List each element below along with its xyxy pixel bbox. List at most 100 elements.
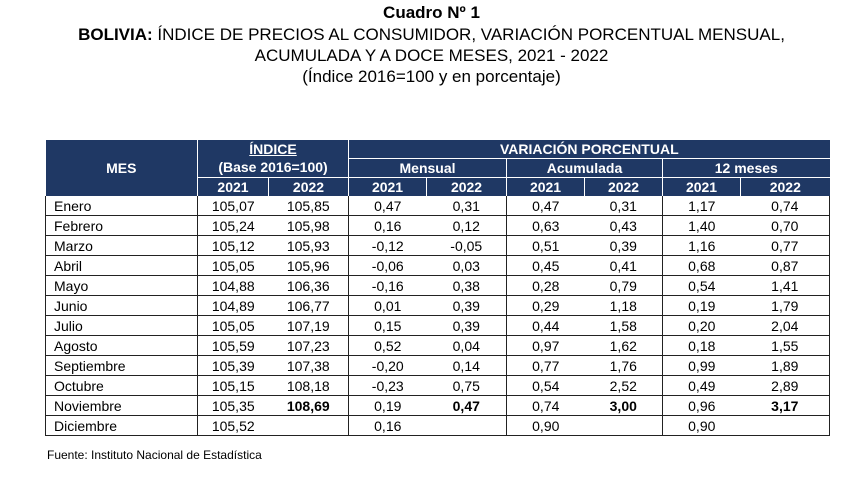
table-title-block: Cuadro Nº 1 BOLIVIA: ÍNDICE DE PRECIOS A… (0, 2, 863, 87)
cell-indice-2021: 105,05 (197, 255, 269, 276)
cell-mensual-2021: -0,23 (348, 375, 427, 396)
cell-12-meses-2022 (740, 415, 831, 436)
header-12-meses-2022: 2022 (740, 177, 830, 196)
cell-12-meses-2022: 3,17 (740, 395, 831, 416)
source-note: Fuente: Instituto Nacional de Estadístic… (47, 448, 262, 462)
cell-12-meses-2022: 2,89 (740, 375, 831, 396)
cell-12-meses-2022: 0,87 (740, 255, 831, 276)
cell-mensual-2021: 0,16 (348, 415, 427, 436)
cell-mensual-2022: 0,39 (426, 315, 508, 336)
table-row: Diciembre 105,52 0,16 0,90 0,90 (45, 415, 831, 436)
header-acumulada-2022: 2022 (584, 177, 663, 196)
table-row: Septiembre 105,39 107,38 -0,20 0,14 0,77 1,76 0… (45, 355, 831, 376)
table-subtitle: (Índice 2016=100 y en porcentaje) (302, 67, 561, 86)
cell-mensual-2021: 0,01 (348, 295, 427, 316)
cell-12-meses-2022: 0,77 (740, 235, 831, 256)
cell-acumulada-2021: 0,54 (506, 375, 585, 396)
cell-mensual-2022: 0,75 (426, 375, 508, 396)
header-indice-2021: 2021 (197, 177, 269, 196)
cell-mensual-2021: 0,19 (348, 395, 427, 416)
cell-mensual-2022: 0,47 (426, 395, 508, 416)
cell-12-meses-2021: 0,68 (662, 255, 741, 276)
cell-mes: Octubre (45, 375, 198, 396)
cell-indice-2021: 105,35 (197, 395, 269, 416)
cell-mes: Noviembre (45, 395, 198, 416)
cell-indice-2021: 105,15 (197, 375, 269, 396)
cell-mensual-2021: 0,47 (348, 196, 427, 216)
cell-acumulada-2022: 1,58 (584, 315, 664, 336)
cell-mensual-2022: 0,38 (426, 275, 508, 296)
cell-indice-2022: 105,98 (268, 215, 350, 236)
title-text: ÍNDICE DE PRECIOS AL CONSUMIDOR, VARIACI… (152, 25, 785, 44)
cell-acumulada-2021: 0,51 (506, 235, 585, 256)
header-variacion: VARIACIÓN PORCENTUAL (348, 140, 830, 159)
cell-12-meses-2022: 0,74 (740, 196, 831, 216)
header-mes: MES (45, 140, 198, 196)
header-indice: ÍNDICE (196, 140, 349, 159)
cell-acumulada-2022: 3,00 (584, 395, 664, 416)
cell-12-meses-2022: 2,04 (740, 315, 831, 336)
cell-indice-2021: 105,05 (197, 315, 269, 336)
cell-acumulada-2022: 1,62 (584, 335, 664, 356)
table-row: Enero 105,07 105,85 0,47 0,31 0,47 0,31 1,17 0,7… (45, 196, 831, 216)
cell-12-meses-2021: 1,17 (662, 196, 741, 216)
cell-acumulada-2021: 0,47 (506, 196, 585, 216)
cell-indice-2022: 106,36 (268, 275, 350, 296)
cell-acumulada-2022: 0,43 (584, 215, 664, 236)
cell-acumulada-2022 (584, 415, 664, 436)
cell-12-meses-2021: 0,19 (662, 295, 741, 316)
cell-indice-2021: 104,89 (197, 295, 269, 316)
cell-12-meses-2021: 1,40 (662, 215, 741, 236)
cell-mes: Abril (45, 255, 198, 276)
cell-mes: Diciembre (45, 415, 198, 436)
cell-acumulada-2021: 0,77 (506, 355, 585, 376)
cell-acumulada-2022: 0,31 (584, 196, 664, 216)
cell-acumulada-2022: 2,52 (584, 375, 664, 396)
table-row: Febrero 105,24 105,98 0,16 0,12 0,63 0,43 1,40 0… (45, 215, 831, 236)
cell-indice-2021: 104,88 (197, 275, 269, 296)
cell-12-meses-2022: 1,89 (740, 355, 831, 376)
cell-12-meses-2021: 0,20 (662, 315, 741, 336)
cell-acumulada-2021: 0,97 (506, 335, 585, 356)
cell-12-meses-2021: 0,49 (662, 375, 741, 396)
table-row: Junio 104,89 106,77 0,01 0,39 0,29 1,18 0,19 1,7… (45, 295, 831, 316)
header-base: (Base 2016=100) (196, 158, 349, 178)
cell-acumulada-2021: 0,63 (506, 215, 585, 236)
header-indice-2022: 2022 (267, 177, 349, 196)
cell-indice-2021: 105,07 (197, 196, 269, 216)
cell-acumulada-2022: 1,18 (584, 295, 664, 316)
cell-indice-2022 (268, 415, 350, 436)
header-acumulada: Acumulada (506, 158, 663, 178)
cell-mensual-2021: -0,06 (348, 255, 427, 276)
header-12-meses-2021: 2021 (662, 177, 741, 196)
cell-indice-2022: 108,69 (268, 395, 350, 416)
header-mensual-2021: 2021 (348, 177, 427, 196)
cell-acumulada-2021: 0,90 (506, 415, 585, 436)
cell-12-meses-2022: 1,55 (740, 335, 831, 356)
header-12-meses: 12 meses (662, 158, 830, 178)
cell-acumulada-2022: 0,39 (584, 235, 664, 256)
header-mensual: Mensual (348, 158, 507, 178)
cell-indice-2021: 105,59 (197, 335, 269, 356)
cell-acumulada-2022: 1,76 (584, 355, 664, 376)
cell-acumulada-2021: 0,28 (506, 275, 585, 296)
cell-acumulada-2022: 0,79 (584, 275, 664, 296)
ipc-table: MES ÍNDICE VARIACIÓN PORCENTUAL (Base 20… (45, 140, 831, 436)
cell-mensual-2022: 0,14 (426, 355, 508, 376)
cell-indice-2022: 105,93 (268, 235, 350, 256)
cell-indice-2022: 105,85 (268, 196, 350, 216)
header-mensual-2022: 2022 (426, 177, 507, 196)
cell-acumulada-2021: 0,44 (506, 315, 585, 336)
cell-mes: Agosto (45, 335, 198, 356)
table-row: Mayo 104,88 106,36 -0,16 0,38 0,28 0,79 0,54 1,4… (45, 275, 831, 296)
cell-12-meses-2021: 0,99 (662, 355, 741, 376)
title-continuation: ACUMULADA Y A DOCE MESES, 2021 - 2022 (254, 46, 609, 65)
title-country: BOLIVIA: (78, 25, 153, 44)
cell-mes: Febrero (45, 215, 198, 236)
cell-12-meses-2021: 0,54 (662, 275, 741, 296)
table-number: Cuadro Nº 1 (383, 3, 480, 22)
cell-indice-2022: 107,23 (268, 335, 350, 356)
cell-indice-2021: 105,12 (197, 235, 269, 256)
cell-mensual-2022: 0,04 (426, 335, 508, 356)
cell-mensual-2022: 0,39 (426, 295, 508, 316)
